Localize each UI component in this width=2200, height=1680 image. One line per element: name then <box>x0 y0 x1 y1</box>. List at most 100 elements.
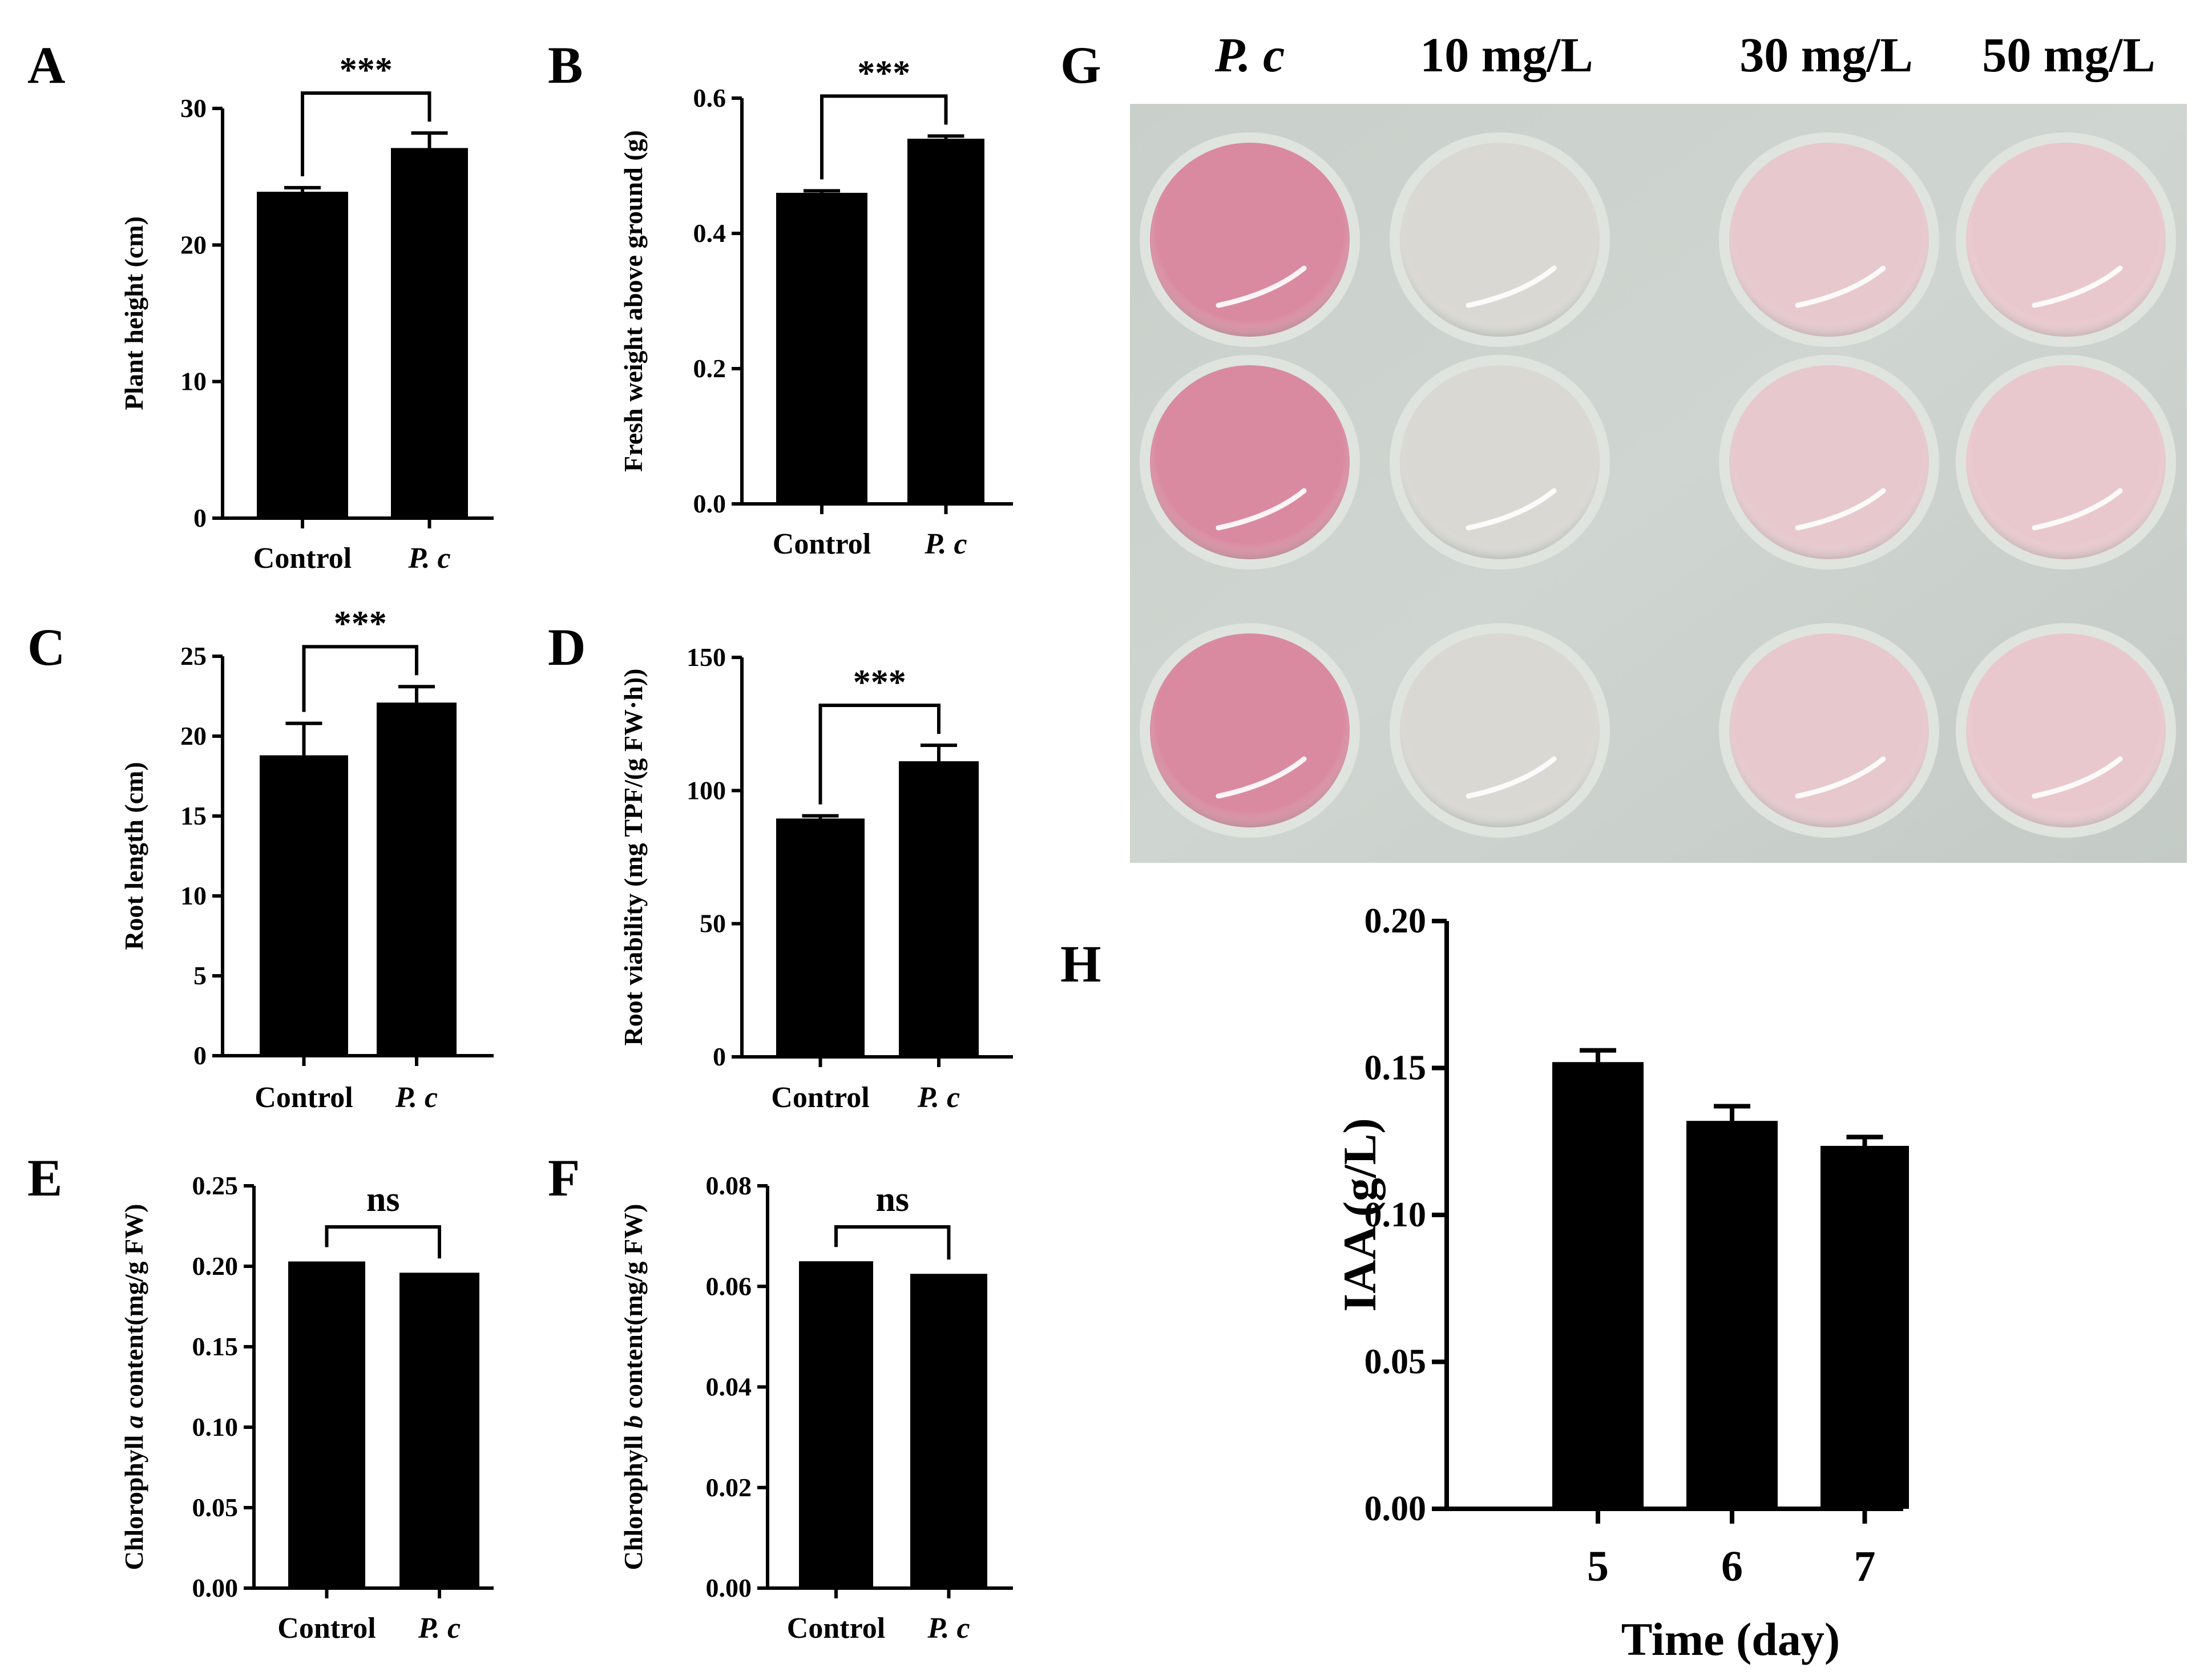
category-label: P. c <box>395 1081 438 1114</box>
y-tick-label: 10 <box>180 367 207 396</box>
well-reflection <box>1795 756 1886 799</box>
category-label: 7 <box>1854 1542 1876 1590</box>
significance-bracket <box>301 91 431 176</box>
y-tick-label: 50 <box>700 909 726 938</box>
bar <box>1820 1145 1909 1509</box>
well-shade <box>1150 365 1350 559</box>
panel-letter-d: D <box>548 618 586 676</box>
category-label: Control <box>277 1612 376 1645</box>
significance-label: ns <box>366 1180 400 1219</box>
y-tick-label: 0.10 <box>192 1412 239 1441</box>
well-reflection <box>2032 756 2123 799</box>
bar <box>1552 1062 1644 1509</box>
well-reflection <box>1466 488 1557 531</box>
y-axis-label: IAA (g/L) <box>1334 1118 1386 1311</box>
y-tick-label: 25 <box>180 641 207 671</box>
y-tick-label: 0.06 <box>706 1271 752 1301</box>
y-axis-label-part: content(mg/g FW) <box>119 1204 148 1415</box>
bar <box>776 192 867 504</box>
well-shade <box>1400 143 1600 337</box>
well-reflection <box>2032 265 2123 308</box>
panel-letter-h: H <box>1060 935 1101 993</box>
well-shade <box>1966 143 2166 337</box>
y-tick-label: 0.15 <box>1365 1049 1427 1088</box>
y-axis-label: Root viability (mg TPF/(g FW·h)) <box>619 668 648 1045</box>
category-label: Control <box>255 1081 353 1114</box>
y-tick-label: 0.6 <box>693 83 726 112</box>
well-shade <box>1729 365 1929 559</box>
y-tick-label: 20 <box>180 230 207 259</box>
y-axis-label: Plant height (cm) <box>119 216 148 410</box>
y-tick-label: 20 <box>180 721 207 750</box>
bar <box>799 1261 873 1588</box>
y-axis-label: Chlorophyll a content(mg/g FW) <box>119 1204 148 1570</box>
well-reflection <box>1795 488 1886 531</box>
y-axis-label: Chlorophyll b content(mg/g FW) <box>619 1204 648 1570</box>
y-tick-label: 0.04 <box>706 1372 752 1402</box>
y-tick-label: 0.20 <box>1365 902 1427 940</box>
chart-fresh-weight: 0.0 0.2 0.4 0.6 Control P. c Fresh weight abov… <box>619 54 1013 560</box>
well-shade <box>1150 633 1350 827</box>
bar <box>1686 1121 1778 1509</box>
y-tick-label: 100 <box>687 776 726 805</box>
chart-chlorophyll-a: 0.00 0.05 0.10 0.15 0.20 0.25 Control P. c Chlor… <box>119 1171 494 1645</box>
significance-bracket <box>820 94 948 180</box>
bar <box>399 1273 479 1588</box>
y-axis-label-part: a <box>119 1415 148 1428</box>
y-tick-label: 0.00 <box>1365 1489 1427 1528</box>
y-axis-label-part: Chlorophyll <box>119 1428 148 1570</box>
plate-column-label-50: 50 mg/L <box>1982 27 2155 82</box>
category-label: Control <box>787 1612 885 1645</box>
y-tick-label: 15 <box>180 801 207 830</box>
significance-label: *** <box>340 51 393 90</box>
bar <box>260 755 348 1056</box>
category-label: P. c <box>407 542 450 575</box>
y-tick-label: 0.4 <box>693 219 726 248</box>
plate-column-label-30: 30 mg/L <box>1739 27 1912 82</box>
x-axis-label: Time (day) <box>1621 1613 1840 1665</box>
chart-plant-height: 0 10 20 30 Control P. c Plant height (cm) *** <box>119 51 494 575</box>
significance-bracket <box>818 704 940 805</box>
panel-letter-e: E <box>27 1149 62 1207</box>
y-axis-label: Root length (cm) <box>119 762 148 950</box>
well-shade <box>1966 365 2166 559</box>
y-tick-label: 10 <box>180 881 207 910</box>
significance-bracket <box>325 1225 441 1259</box>
category-label: Control <box>771 1081 869 1114</box>
plate-column-label-pc: P. c <box>1214 27 1285 82</box>
well-shade <box>1729 143 1929 337</box>
category-label: P. c <box>924 528 967 560</box>
significance-bracket <box>302 645 418 712</box>
y-tick-label: 0.00 <box>192 1573 239 1602</box>
significance-label: *** <box>857 54 910 92</box>
category-label: Control <box>253 542 352 575</box>
bar <box>899 761 979 1057</box>
y-tick-label: 150 <box>687 643 726 672</box>
y-tick-label: 5 <box>193 961 207 990</box>
well-reflection <box>1216 488 1307 531</box>
y-axis-label-part: content(mg/g FW) <box>619 1204 648 1415</box>
well-reflection <box>1795 265 1886 308</box>
y-tick-label: 0.2 <box>693 354 726 383</box>
chart-root-length: 0 5 10 15 20 25 Control P. c Root length (cm) *** <box>119 604 494 1114</box>
panel-letter-c: C <box>27 618 65 676</box>
well-shade <box>1966 633 2166 827</box>
bar <box>257 191 348 518</box>
y-tick-label: 0.10 <box>1365 1196 1427 1234</box>
y-tick-label: 0.02 <box>706 1473 752 1502</box>
y-tick-label: 0.25 <box>192 1171 239 1200</box>
y-tick-label: 30 <box>180 94 207 123</box>
bar <box>377 702 457 1056</box>
well-shade <box>1729 633 1929 827</box>
well-shade <box>1400 365 1600 559</box>
y-tick-label: 0.05 <box>192 1493 239 1522</box>
category-label: P. c <box>418 1612 461 1645</box>
y-axis-label-part: b <box>619 1415 648 1428</box>
bar <box>288 1261 365 1588</box>
significance-label: *** <box>334 604 387 643</box>
panel-letter-g: G <box>1060 36 1101 94</box>
y-tick-label: 0.08 <box>706 1171 752 1200</box>
well-shade <box>1150 143 1350 337</box>
y-tick-label: 0.20 <box>192 1251 239 1281</box>
